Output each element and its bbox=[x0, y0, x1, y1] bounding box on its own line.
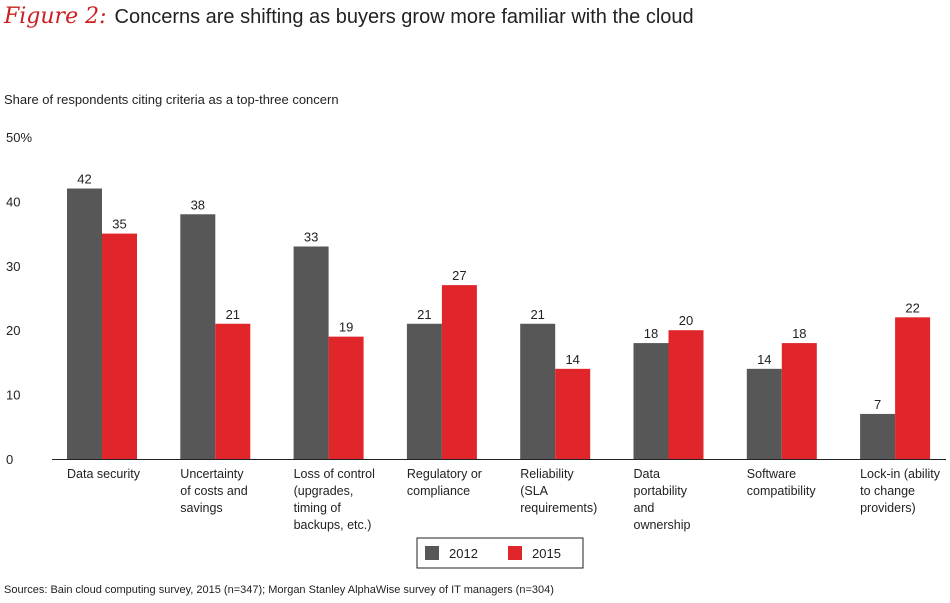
category-label-6: portability bbox=[634, 484, 688, 498]
legend-label-2012: 2012 bbox=[449, 546, 478, 561]
bar-2012-7 bbox=[746, 368, 782, 459]
bar-2015-3 bbox=[328, 336, 364, 459]
value-label-2012-5: 21 bbox=[530, 307, 544, 322]
category-label-6: and bbox=[634, 501, 655, 515]
legend-swatch-2012 bbox=[425, 546, 439, 560]
category-label-2: Uncertainty bbox=[180, 467, 244, 481]
category-label-1: Data security bbox=[67, 467, 141, 481]
source-note: Sources: Bain cloud computing survey, 20… bbox=[4, 584, 554, 596]
value-label-2015-1: 35 bbox=[112, 217, 126, 232]
category-label-2: savings bbox=[180, 501, 222, 515]
bar-2012-2 bbox=[180, 214, 216, 459]
bar-2012-8 bbox=[860, 413, 896, 459]
bar-2015-2 bbox=[215, 323, 251, 459]
value-label-2012-6: 18 bbox=[644, 326, 658, 341]
value-label-2015-5: 14 bbox=[565, 352, 579, 367]
bar-2012-6 bbox=[633, 343, 669, 459]
category-label-4: compliance bbox=[407, 484, 470, 498]
bar-2012-5 bbox=[520, 323, 556, 459]
bar-2015-7 bbox=[781, 343, 817, 459]
bar-2015-4 bbox=[441, 285, 477, 459]
value-label-2015-3: 19 bbox=[339, 320, 353, 335]
bar-2012-4 bbox=[406, 323, 442, 459]
category-label-8: providers) bbox=[860, 501, 916, 515]
value-label-2012-7: 14 bbox=[757, 352, 771, 367]
category-label-6: ownership bbox=[634, 518, 691, 532]
category-label-8: Lock-in (ability bbox=[860, 467, 941, 481]
value-label-2012-1: 42 bbox=[77, 172, 91, 187]
y-tick-label: 10 bbox=[6, 388, 20, 403]
y-tick-label: 40 bbox=[6, 194, 20, 209]
value-label-2015-6: 20 bbox=[679, 313, 693, 328]
y-tick-label: 30 bbox=[6, 259, 20, 274]
value-label-2015-4: 27 bbox=[452, 268, 466, 283]
legend-swatch-2015 bbox=[508, 546, 522, 560]
category-label-3: Loss of control bbox=[294, 467, 375, 481]
category-label-4: Regulatory or bbox=[407, 467, 482, 481]
category-label-3: backups, etc.) bbox=[294, 518, 372, 532]
category-label-5: requirements) bbox=[520, 501, 597, 515]
y-tick-label: 50% bbox=[6, 130, 32, 145]
category-label-8: to change bbox=[860, 484, 915, 498]
value-label-2015-2: 21 bbox=[226, 307, 240, 322]
y-tick-label: 20 bbox=[6, 323, 20, 338]
value-label-2012-3: 33 bbox=[304, 229, 318, 244]
figure-label: Figure 2: bbox=[4, 4, 107, 29]
category-label-3: timing of bbox=[294, 501, 342, 515]
bar-2015-1 bbox=[102, 233, 137, 459]
value-label-2015-8: 22 bbox=[905, 300, 919, 315]
y-axis-label: Share of respondents citing criteria as … bbox=[4, 92, 339, 107]
value-label-2012-8: 7 bbox=[874, 397, 881, 412]
category-label-2: of costs and bbox=[180, 484, 247, 498]
bar-2012-3 bbox=[293, 246, 329, 459]
chart-title-text: Concerns are shifting as buyers grow mor… bbox=[114, 6, 694, 28]
value-label-2012-4: 21 bbox=[417, 307, 431, 322]
category-label-7: compatibility bbox=[747, 484, 817, 498]
legend-box bbox=[416, 537, 584, 569]
bar-2015-8 bbox=[895, 317, 931, 459]
chart-title: Figure 2: Concerns are shifting as buyers… bbox=[4, 4, 694, 29]
category-label-7: Software bbox=[747, 467, 796, 481]
bar-2012-1 bbox=[67, 188, 102, 459]
category-label-5: Reliability bbox=[520, 467, 574, 481]
category-label-5: (SLA bbox=[520, 484, 548, 498]
category-label-3: (upgrades, bbox=[294, 484, 354, 498]
bar-2015-5 bbox=[555, 368, 591, 459]
y-tick-label: 0 bbox=[6, 452, 13, 467]
legend-label-2015: 2015 bbox=[532, 546, 561, 561]
bar-2015-6 bbox=[668, 330, 704, 459]
value-label-2012-2: 38 bbox=[191, 197, 205, 212]
category-label-6: Data bbox=[634, 467, 660, 481]
value-label-2015-7: 18 bbox=[792, 326, 806, 341]
